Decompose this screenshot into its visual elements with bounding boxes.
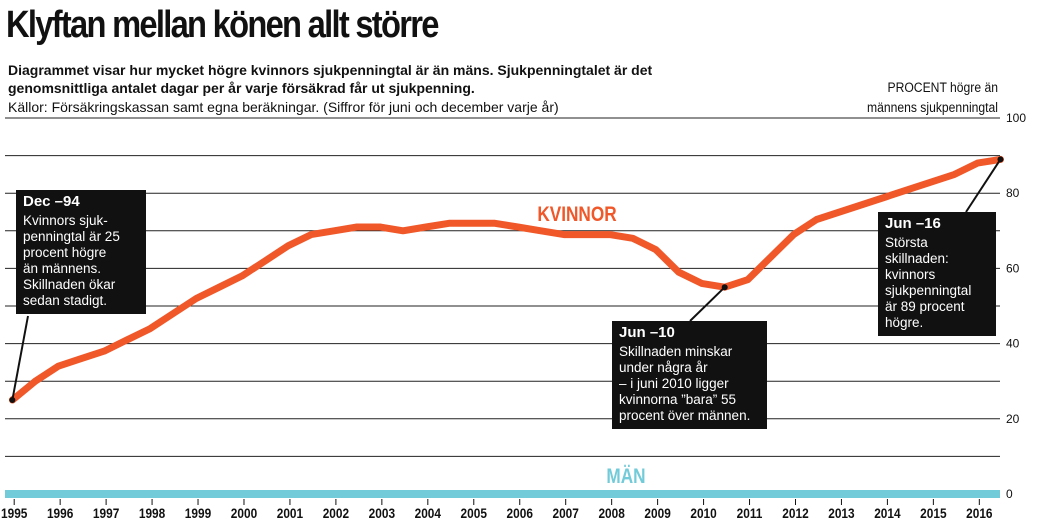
- x-tick-label-2014: 2014: [874, 505, 900, 521]
- x-tick-label-2005: 2005: [461, 505, 487, 521]
- x-tick-labels: 1994199519961997199819992000200120022003…: [1, 499, 993, 521]
- chart-subtitle: Diagrammet visar hur mycket högre kvinno…: [8, 62, 653, 96]
- gridlines: [5, 117, 1000, 457]
- x-tick-label-2008: 2008: [598, 505, 624, 521]
- x-tick-label-2002: 2002: [323, 505, 349, 521]
- x-tick-label-1998: 1998: [139, 505, 165, 521]
- x-tick-label-2006: 2006: [507, 505, 533, 521]
- x-tick-label-2004: 2004: [415, 505, 441, 521]
- leader-jun10-dot: [721, 284, 728, 291]
- y-tick-label-60: 60: [1006, 261, 1020, 275]
- annotation-dec94: Dec –94 Kvinnors sjuk- penningtal är 25 …: [16, 190, 146, 314]
- x-tick-label-2007: 2007: [552, 505, 578, 521]
- annotation-dec94-text: Kvinnors sjuk- penningtal är 25 procent …: [23, 213, 120, 308]
- annotation-jun10-text: Skillnaden minskar under några år – i ju…: [619, 344, 751, 423]
- annotation-leaders: [9, 156, 1004, 403]
- x-tick-label-2009: 2009: [644, 505, 670, 521]
- x-tick-label-1995: 1995: [1, 505, 27, 521]
- y-tick-label-0: 0: [1006, 487, 1013, 501]
- annotation-jun16-heading: Jun –16: [885, 215, 941, 232]
- chart-source: Källor: Försäkringskassan samt egna berä…: [8, 99, 559, 115]
- x-tick-label-2003: 2003: [369, 505, 395, 521]
- annotation-jun16-text: Största skillnaden: kvinnors sjukpenning…: [885, 235, 972, 330]
- series-label-kvinnor: KVINNOR: [537, 204, 616, 227]
- leader-dec94-dot: [9, 397, 16, 403]
- y-tick-label-80: 80: [1006, 186, 1020, 200]
- x-tick-label-1999: 1999: [185, 505, 211, 521]
- y-tick-label-20: 20: [1006, 412, 1020, 426]
- x-tick-label-2010: 2010: [690, 505, 716, 521]
- x-tick-label-1996: 1996: [47, 505, 73, 521]
- series-labels: KVINNOR MÄN: [537, 204, 645, 489]
- annotation-dec94-heading: Dec –94: [23, 193, 80, 210]
- annotation-jun10: Jun –10 Skillnaden minskar under några å…: [612, 321, 767, 429]
- data-series: [5, 155, 1004, 498]
- y-axis-unit-label: PROCENT högre än männens sjukpenningtal: [818, 78, 998, 118]
- x-tick-label-2016: 2016: [966, 505, 992, 521]
- leader-jun10: [689, 286, 726, 322]
- x-tick-label-2011: 2011: [737, 505, 763, 521]
- x-tick-label-2000: 2000: [231, 505, 257, 521]
- series-label-man: MÄN: [606, 466, 645, 489]
- annotation-jun16: Jun –16 Största skillnaden: kvinnors sju…: [878, 212, 996, 336]
- y-axis-unit-line-2: männens sjukpenningtal: [866, 100, 998, 115]
- x-tick-label-1997: 1997: [93, 505, 119, 521]
- leader-jun16: [965, 158, 1002, 213]
- y-axis-unit-line-1: PROCENT högre än: [887, 80, 998, 95]
- y-tick-label-100: 100: [1006, 111, 1026, 125]
- x-tick-label-2001: 2001: [277, 505, 303, 521]
- leader-jun16-dot: [997, 156, 1004, 163]
- y-tick-label-40: 40: [1006, 337, 1020, 351]
- leader-dec94: [11, 315, 29, 401]
- chart-title: Klyftan mellan könen allt större: [6, 4, 439, 46]
- x-tick-label-2012: 2012: [782, 505, 808, 521]
- x-tick-label-2015: 2015: [920, 505, 946, 521]
- annotation-jun10-heading: Jun –10: [619, 324, 675, 341]
- series-line-kvinnor: [8, 155, 1004, 404]
- y-tick-labels: 0 20 40 60 80 100: [1006, 111, 1026, 501]
- x-tick-label-2013: 2013: [828, 505, 854, 521]
